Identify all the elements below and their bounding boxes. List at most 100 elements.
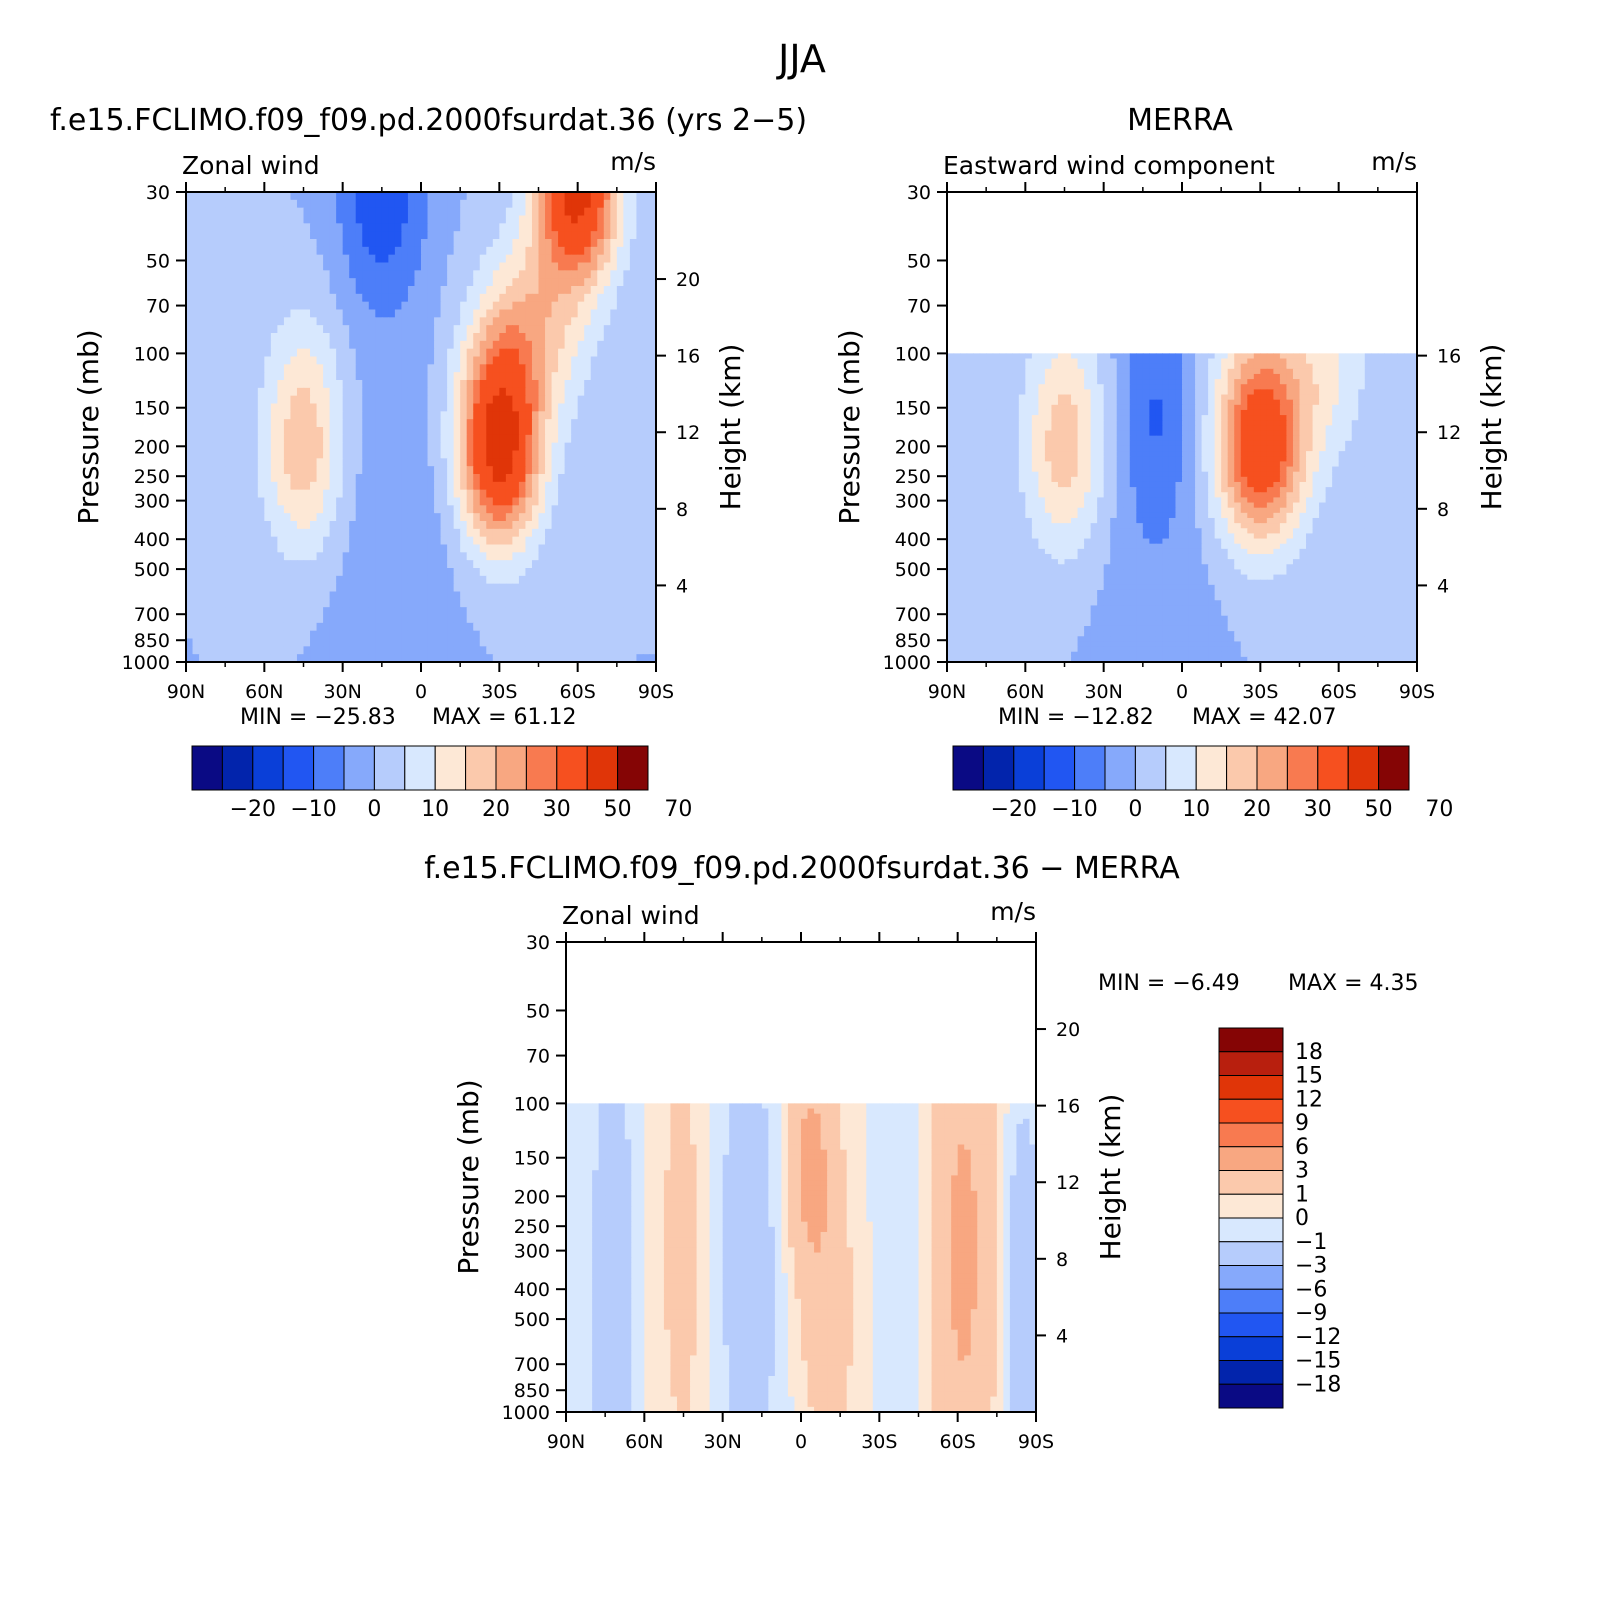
field-cell: [375, 278, 382, 286]
field-cell: [584, 505, 591, 513]
field-cell: [277, 396, 284, 404]
field-cell: [539, 247, 546, 255]
field-cell: [578, 270, 585, 278]
field-cell: [277, 302, 284, 310]
field-cell: [604, 545, 611, 553]
field-cell: [290, 349, 297, 357]
field-cell: [206, 537, 213, 545]
field-cell: [199, 451, 206, 459]
field-cell: [539, 498, 546, 506]
field-cell: [1117, 359, 1124, 365]
field-cell: [408, 474, 415, 482]
field-cell: [284, 341, 291, 349]
field-cell: [369, 451, 376, 459]
field-cell: [617, 607, 624, 615]
field-cell: [591, 568, 598, 576]
field-cell: [290, 231, 297, 239]
field-cell: [356, 498, 363, 506]
field-cell: [493, 396, 500, 404]
field-cell: [428, 247, 435, 255]
field-cell: [212, 223, 219, 231]
field-cell: [388, 317, 395, 325]
field-cell: [610, 223, 617, 231]
field-cell: [643, 286, 650, 294]
field-cell: [225, 451, 232, 459]
field-cell: [395, 529, 402, 537]
field-cell: [447, 560, 454, 568]
field-cell: [578, 302, 585, 310]
field-cell: [1404, 364, 1411, 370]
field-cell: [552, 513, 559, 521]
field-cell: [1215, 374, 1222, 380]
field-cell: [186, 349, 193, 357]
field-cell: [578, 584, 585, 592]
field-cell: [525, 458, 532, 466]
field-cell: [304, 607, 311, 615]
field-cell: [512, 231, 519, 239]
field-cell: [525, 529, 532, 537]
field-cell: [199, 592, 206, 600]
field-cell: [441, 310, 448, 318]
field-cell: [623, 490, 630, 498]
field-cell: [258, 317, 265, 325]
field-cell: [375, 552, 382, 560]
field-cell: [552, 333, 559, 341]
field-cell: [454, 639, 461, 647]
field-cell: [193, 435, 200, 443]
field-cell: [219, 223, 226, 231]
field-cell: [584, 310, 591, 318]
field-cell: [493, 372, 500, 380]
field-cell: [441, 294, 448, 302]
field-cell: [499, 263, 506, 271]
field-cell: [382, 560, 389, 568]
field-cell: [578, 333, 585, 341]
field-cell: [617, 364, 624, 372]
field-cell: [362, 568, 369, 576]
field-cell: [636, 599, 643, 607]
field-cell: [480, 333, 487, 341]
field-cell: [493, 623, 500, 631]
field-cell: [401, 576, 408, 584]
field-cell: [1247, 353, 1254, 359]
field-cell: [571, 599, 578, 607]
field-cell: [584, 200, 591, 208]
field-cell: [1169, 353, 1176, 359]
field-cell: [199, 388, 206, 396]
field-cell: [558, 599, 565, 607]
field-cell: [460, 247, 467, 255]
field-cell: [343, 451, 350, 459]
field-cell: [330, 239, 337, 247]
field-cell: [264, 325, 271, 333]
field-cell: [1378, 369, 1385, 375]
field-cell: [591, 278, 598, 286]
field-cell: [388, 372, 395, 380]
field-cell: [304, 255, 311, 263]
field-cell: [558, 286, 565, 294]
field-cell: [186, 576, 193, 584]
field-cell: [317, 231, 324, 239]
field-cell: [251, 294, 258, 302]
field-cell: [1260, 359, 1267, 365]
field-cell: [610, 451, 617, 459]
field-cell: [1208, 384, 1215, 390]
field-cell: [414, 278, 421, 286]
field-cell: [336, 435, 343, 443]
field-cell: [532, 505, 539, 513]
field-cell: [480, 615, 487, 623]
field-cell: [421, 192, 428, 200]
field-cell: [330, 435, 337, 443]
field-cell: [480, 537, 487, 545]
field-cell: [264, 568, 271, 576]
field-cell: [310, 592, 317, 600]
field-cell: [219, 325, 226, 333]
field-cell: [277, 599, 284, 607]
field-cell: [297, 388, 304, 396]
field-cell: [460, 552, 467, 560]
field-cell: [408, 529, 415, 537]
field-cell: [558, 607, 565, 615]
field-cell: [382, 364, 389, 372]
field-cell: [317, 529, 324, 537]
field-cell: [225, 584, 232, 592]
field-cell: [238, 513, 245, 521]
field-cell: [369, 239, 376, 247]
